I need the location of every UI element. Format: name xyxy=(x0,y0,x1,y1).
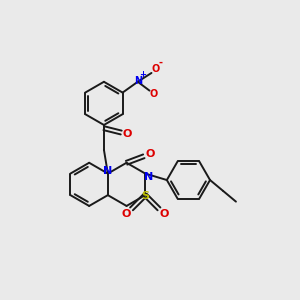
Text: S: S xyxy=(141,191,149,201)
Text: O: O xyxy=(149,88,158,99)
Text: -: - xyxy=(158,58,162,68)
Text: +: + xyxy=(139,70,146,80)
Text: O: O xyxy=(145,149,154,159)
Text: O: O xyxy=(151,64,160,74)
Text: N: N xyxy=(144,172,153,182)
Text: O: O xyxy=(122,130,132,140)
Text: O: O xyxy=(122,209,131,219)
Text: N: N xyxy=(103,166,112,176)
Text: N: N xyxy=(134,76,142,86)
Text: O: O xyxy=(159,209,169,219)
